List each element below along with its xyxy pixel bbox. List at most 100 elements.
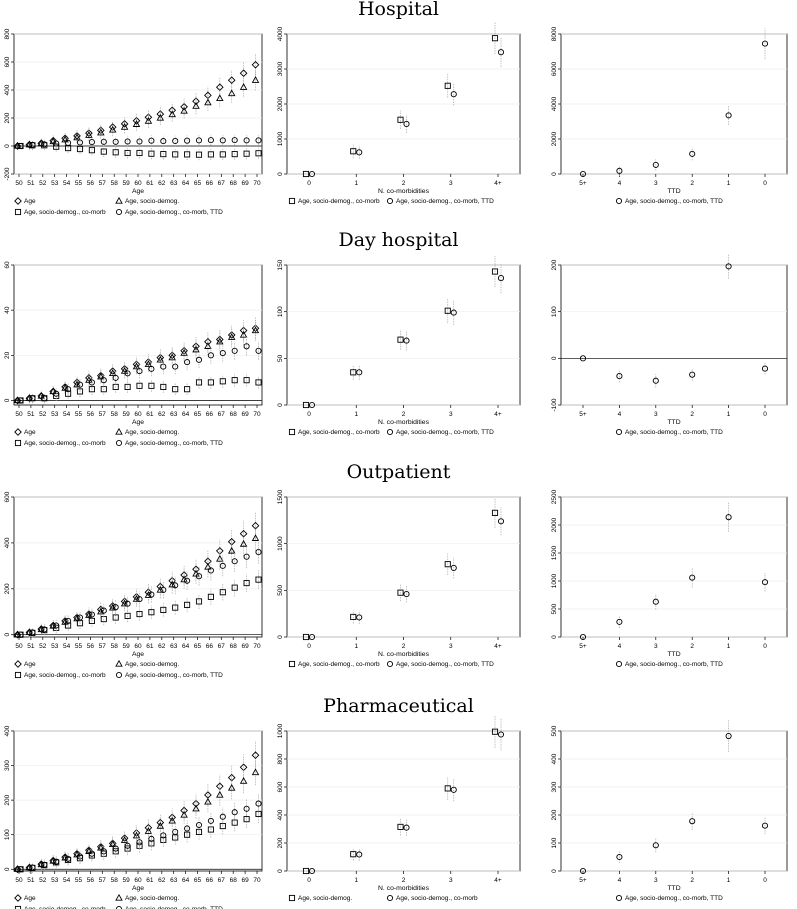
- y-tick-label: 100: [551, 306, 558, 317]
- data-point: [450, 564, 457, 571]
- data-point: [231, 137, 238, 144]
- data-point: [350, 369, 357, 376]
- data-point: [397, 589, 404, 596]
- x-tick-label: 1: [354, 877, 358, 884]
- data-point: [239, 776, 248, 784]
- data-point: [85, 129, 93, 137]
- data-point: [160, 586, 167, 594]
- x-tick-label: 51: [27, 877, 35, 884]
- data-point: [73, 132, 81, 140]
- x-tick-label: 3: [449, 877, 453, 884]
- x-axis-label: N. co-morbidities: [378, 419, 430, 426]
- data-point: [308, 170, 316, 178]
- data-point: [13, 142, 22, 150]
- data-point: [97, 128, 105, 136]
- x-tick-label: 67: [218, 877, 226, 884]
- y-tick-label: 0: [4, 867, 11, 871]
- x-tick-label: 65: [194, 411, 202, 418]
- data-point: [53, 622, 60, 629]
- data-point: [100, 148, 107, 155]
- legend-label: Age, socio-demog., co-morb, TTD: [625, 895, 723, 902]
- data-point: [192, 799, 200, 808]
- x-tick-label: 63: [170, 411, 178, 418]
- legend-label: Age, socio-demog.: [298, 895, 352, 902]
- data-point: [100, 377, 107, 384]
- data-point: [761, 579, 769, 586]
- x-tick-label: 2: [690, 643, 694, 650]
- x-axis-label: Age: [132, 651, 144, 658]
- x-tick-label: 3: [449, 643, 453, 650]
- x-tick-label: 53: [51, 877, 59, 884]
- y-tick-label: 0: [4, 633, 11, 637]
- x-tick-label: 53: [51, 643, 59, 650]
- data-point: [100, 848, 107, 855]
- data-point: [168, 110, 176, 118]
- data-point: [403, 824, 410, 831]
- data-point: [29, 395, 36, 402]
- data-point: [136, 368, 143, 375]
- x-tick-label: 51: [27, 180, 35, 187]
- data-point: [132, 120, 141, 127]
- data-point: [108, 840, 117, 848]
- data-point: [132, 829, 141, 837]
- legend-marker: [14, 671, 22, 679]
- legend-marker: [615, 428, 623, 436]
- x-axis-label: N. co-morbidities: [378, 651, 430, 658]
- data-point: [156, 821, 165, 829]
- data-point: [144, 827, 153, 834]
- plot-frame: [560, 730, 788, 872]
- legend-label: Age, socio-demog., co-morb: [298, 429, 380, 436]
- data-point: [160, 832, 167, 839]
- data-point: [112, 374, 119, 381]
- data-point: [172, 582, 179, 589]
- data-point: [243, 805, 250, 812]
- data-point: [251, 521, 260, 530]
- data-point: [100, 138, 107, 145]
- x-tick-label: 1: [354, 180, 358, 187]
- data-point: [195, 151, 203, 158]
- x-tick-label: 0: [307, 180, 311, 187]
- x-tick-label: 55: [75, 411, 83, 418]
- legend-label: Age, socio-demog., co-morb: [298, 198, 380, 205]
- data-point: [136, 596, 143, 603]
- data-point: [195, 137, 203, 144]
- x-tick-label: 2: [690, 180, 694, 187]
- y-tick-label: 3000: [277, 61, 284, 76]
- x-tick-label: 68: [230, 643, 238, 650]
- x-tick-label: 66: [206, 411, 214, 418]
- data-point: [204, 562, 212, 570]
- data-point: [156, 355, 165, 363]
- data-point: [17, 866, 24, 873]
- data-point: [65, 622, 72, 629]
- data-point: [227, 333, 236, 340]
- data-point: [227, 331, 236, 339]
- data-point: [219, 589, 226, 596]
- data-point: [255, 800, 262, 807]
- data-point: [61, 383, 69, 391]
- legend-label: Age, socio-demog., co-morb, TTD: [396, 661, 494, 668]
- data-point: [350, 613, 357, 620]
- legend-label: Age, socio-demog.: [125, 661, 179, 668]
- data-point: [112, 138, 119, 145]
- x-tick-label: 58: [111, 877, 119, 884]
- data-point: [97, 607, 105, 615]
- data-point: [88, 850, 95, 857]
- data-point: [219, 562, 226, 569]
- data-point: [255, 150, 262, 157]
- x-tick-label: 60: [134, 180, 142, 187]
- x-tick-label: 65: [194, 643, 202, 650]
- x-tick-label: 1: [354, 643, 358, 650]
- legend-label: Age, socio-demog., co-morb, TTD: [125, 440, 223, 447]
- data-point: [148, 835, 155, 842]
- data-point: [124, 612, 131, 619]
- data-point: [761, 822, 769, 829]
- x-tick-label: 68: [230, 180, 238, 187]
- x-tick-label: 5+: [579, 877, 587, 884]
- x-tick-label: 0: [307, 643, 311, 650]
- data-point: [65, 386, 72, 393]
- data-point: [302, 633, 310, 641]
- data-point: [172, 828, 179, 835]
- data-point: [160, 383, 167, 390]
- data-point: [397, 116, 404, 123]
- x-tick-label: 52: [39, 180, 47, 187]
